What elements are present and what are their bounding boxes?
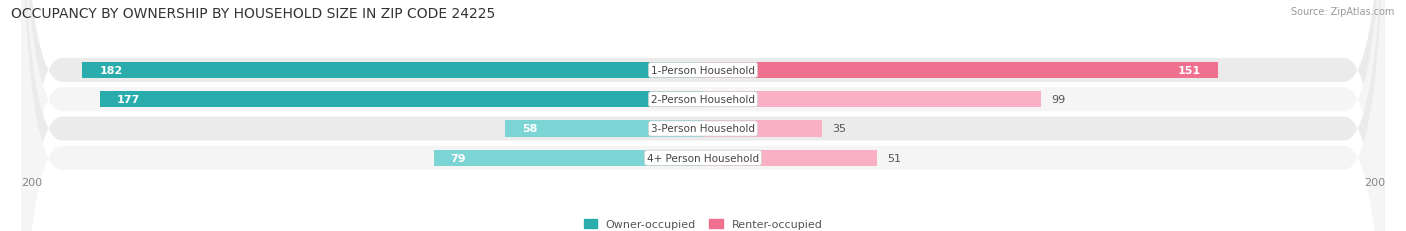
Text: 58: 58 <box>522 124 537 134</box>
FancyBboxPatch shape <box>21 0 1385 231</box>
FancyBboxPatch shape <box>21 0 1385 231</box>
FancyBboxPatch shape <box>21 0 1385 231</box>
Text: 35: 35 <box>832 124 846 134</box>
Text: 1-Person Household: 1-Person Household <box>651 66 755 76</box>
Text: 4+ Person Household: 4+ Person Household <box>647 153 759 163</box>
Text: 99: 99 <box>1050 95 1064 105</box>
Text: 200: 200 <box>1364 177 1385 187</box>
Legend: Owner-occupied, Renter-occupied: Owner-occupied, Renter-occupied <box>579 214 827 231</box>
Text: 51: 51 <box>887 153 901 163</box>
Text: 3-Person Household: 3-Person Household <box>651 124 755 134</box>
Bar <box>83 63 703 79</box>
Text: 177: 177 <box>117 95 139 105</box>
FancyBboxPatch shape <box>21 0 1385 231</box>
Bar <box>505 121 703 137</box>
Text: 2-Person Household: 2-Person Household <box>651 95 755 105</box>
Bar <box>703 92 1040 108</box>
Text: Source: ZipAtlas.com: Source: ZipAtlas.com <box>1291 7 1395 17</box>
Bar <box>433 150 703 166</box>
Text: 79: 79 <box>451 153 467 163</box>
Bar <box>100 92 703 108</box>
Bar <box>703 63 1218 79</box>
Text: 200: 200 <box>21 177 42 187</box>
Text: 151: 151 <box>1178 66 1201 76</box>
Text: OCCUPANCY BY OWNERSHIP BY HOUSEHOLD SIZE IN ZIP CODE 24225: OCCUPANCY BY OWNERSHIP BY HOUSEHOLD SIZE… <box>11 7 495 21</box>
Bar <box>703 150 877 166</box>
Bar <box>703 121 823 137</box>
Text: 182: 182 <box>100 66 122 76</box>
